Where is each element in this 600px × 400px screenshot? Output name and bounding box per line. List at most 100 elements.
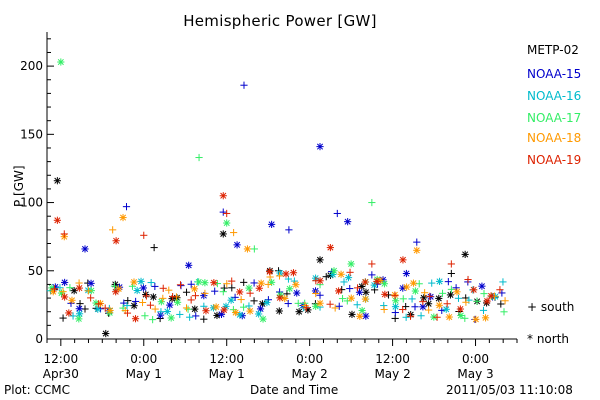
north-point — [289, 269, 298, 277]
south-point — [151, 282, 159, 291]
south-point — [240, 81, 248, 89]
north-point — [457, 311, 465, 320]
north-point — [361, 295, 369, 303]
south-point — [444, 278, 452, 286]
north-point — [293, 289, 301, 297]
north-point — [65, 309, 73, 317]
north-point — [112, 288, 120, 296]
south-point — [380, 305, 388, 314]
north-point — [195, 278, 203, 286]
x-tick-label-time: 12:00 — [209, 352, 244, 366]
north-point — [456, 305, 464, 313]
north-point — [424, 300, 433, 308]
north-point — [119, 213, 127, 222]
legend-noaa-16: NOAA-16 — [527, 89, 582, 103]
y-tick-label: 0 — [35, 332, 43, 346]
south-point — [245, 302, 253, 310]
south-point — [353, 284, 362, 292]
north-point — [106, 306, 114, 315]
north-point — [335, 287, 343, 295]
north-point — [356, 312, 364, 320]
north-point — [435, 301, 443, 309]
south-point — [56, 284, 64, 292]
north-point — [461, 250, 469, 259]
south-point — [186, 313, 194, 321]
south-point — [454, 294, 463, 302]
south-point — [294, 299, 302, 307]
legend-noaa-18: NOAA-18 — [527, 131, 582, 145]
north-point — [202, 307, 210, 315]
north-point — [53, 177, 61, 185]
south-point — [69, 312, 77, 320]
north-point — [316, 299, 324, 307]
north-point — [81, 245, 89, 253]
south-point — [346, 284, 354, 293]
south-point — [146, 301, 155, 309]
north-point — [75, 284, 83, 292]
south-point — [177, 282, 185, 290]
north-point — [210, 279, 218, 287]
south-point — [498, 289, 506, 297]
south-point — [76, 300, 84, 308]
chart-title: Hemispheric Power [GW] — [183, 12, 377, 30]
south-point — [368, 271, 376, 279]
north-point — [142, 290, 150, 299]
south-point — [151, 305, 159, 313]
north-point — [232, 308, 240, 317]
south-point — [353, 301, 361, 309]
south-point — [201, 289, 209, 297]
north-point — [442, 305, 450, 313]
north-point — [137, 277, 145, 285]
north-point — [380, 280, 389, 288]
south-point — [415, 280, 423, 288]
north-point — [347, 294, 355, 302]
north-point — [259, 315, 267, 323]
south-point — [122, 203, 131, 211]
north-point — [470, 286, 478, 294]
south-point — [335, 302, 343, 310]
north-point — [344, 218, 352, 226]
south-point — [285, 226, 293, 234]
south-point — [150, 243, 158, 252]
south-point — [184, 305, 192, 313]
south-point — [426, 292, 434, 300]
north-point — [292, 281, 300, 289]
north-point — [87, 279, 95, 287]
south-point — [399, 305, 407, 314]
south-point — [447, 285, 455, 293]
south-point — [438, 289, 447, 297]
south-point — [406, 312, 415, 320]
north-point — [212, 303, 220, 311]
north-point — [358, 282, 366, 291]
south-point — [264, 280, 272, 289]
south-point — [316, 291, 324, 299]
south-point — [239, 303, 248, 311]
south-point — [473, 297, 481, 305]
north-point — [236, 288, 244, 296]
south-point — [211, 287, 219, 295]
north-point — [163, 307, 171, 316]
north-point — [275, 307, 283, 315]
north-point — [330, 267, 338, 275]
south-point — [219, 208, 227, 216]
x-tick-label-time: 0:00 — [130, 352, 157, 366]
north-point — [326, 243, 334, 252]
x-tick-label-date: May 2 — [292, 367, 328, 381]
north-point — [219, 192, 227, 200]
south-point — [464, 275, 472, 284]
north-point — [174, 298, 182, 306]
south-point — [59, 314, 67, 322]
legend-noaa-15: NOAA-15 — [527, 67, 582, 81]
south-point — [284, 299, 292, 308]
south-point — [496, 286, 504, 294]
north-point — [370, 281, 378, 289]
south-point — [182, 304, 191, 312]
plus-marker-symbol: + — [527, 300, 538, 314]
y-tick-label: 150 — [20, 127, 43, 141]
south-point — [368, 198, 376, 207]
north-point — [402, 283, 411, 291]
plot-timestamp: 2011/05/03 11:10:08 — [446, 383, 573, 397]
north-point — [435, 277, 444, 285]
